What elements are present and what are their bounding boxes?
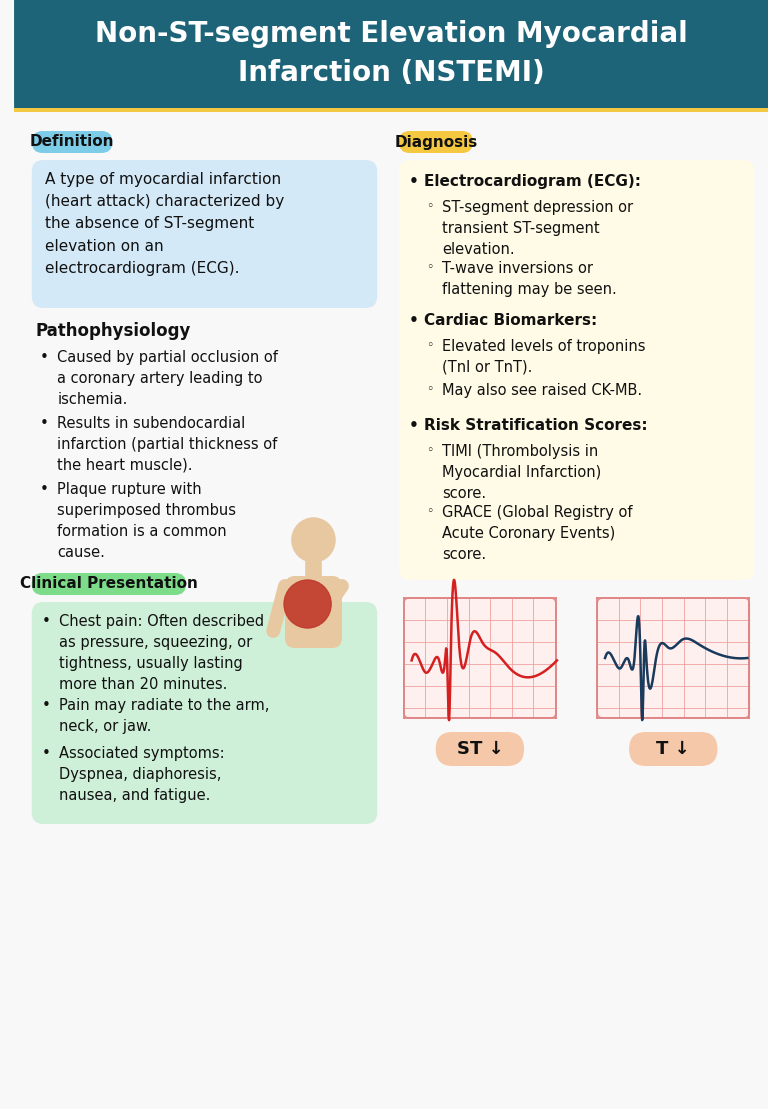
- FancyBboxPatch shape: [598, 598, 750, 718]
- Text: Clinical Presentation: Clinical Presentation: [20, 577, 198, 591]
- FancyBboxPatch shape: [31, 573, 186, 596]
- Text: T ↓: T ↓: [657, 740, 690, 757]
- Text: TIMI (Thrombolysis in
Myocardial Infarction)
score.: TIMI (Thrombolysis in Myocardial Infarct…: [442, 444, 601, 501]
- Text: ◦: ◦: [426, 383, 434, 396]
- Text: •: •: [40, 416, 48, 431]
- FancyBboxPatch shape: [14, 0, 768, 108]
- Text: Pain may radiate to the arm,
neck, or jaw.: Pain may radiate to the arm, neck, or ja…: [59, 698, 270, 734]
- Text: T-wave inversions or
flattening may be seen.: T-wave inversions or flattening may be s…: [442, 261, 617, 297]
- Text: •: •: [40, 350, 48, 365]
- Text: Results in subendocardial
infarction (partial thickness of
the heart muscle).: Results in subendocardial infarction (pa…: [58, 416, 277, 474]
- Text: •: •: [409, 174, 419, 189]
- Text: ◦: ◦: [426, 444, 434, 457]
- Circle shape: [284, 580, 331, 628]
- FancyBboxPatch shape: [399, 160, 754, 580]
- Text: ◦: ◦: [426, 339, 434, 352]
- Text: •: •: [41, 698, 51, 713]
- FancyBboxPatch shape: [31, 160, 377, 308]
- Text: ◦: ◦: [426, 505, 434, 518]
- Text: Risk Stratification Scores:: Risk Stratification Scores:: [425, 418, 648, 433]
- Text: ◦: ◦: [426, 261, 434, 274]
- FancyBboxPatch shape: [435, 732, 524, 766]
- Text: ◦: ◦: [426, 200, 434, 213]
- Circle shape: [292, 518, 335, 562]
- FancyBboxPatch shape: [404, 598, 556, 718]
- Text: GRACE (Global Registry of
Acute Coronary Events)
score.: GRACE (Global Registry of Acute Coronary…: [442, 505, 633, 562]
- Text: •: •: [41, 746, 51, 761]
- Text: •: •: [40, 482, 48, 497]
- Text: •: •: [409, 418, 419, 433]
- Text: ST-segment depression or
transient ST-segment
elevation.: ST-segment depression or transient ST-se…: [442, 200, 633, 257]
- Text: Chest pain: Often described
as pressure, squeezing, or
tightness, usually lastin: Chest pain: Often described as pressure,…: [59, 614, 264, 692]
- Text: A type of myocardial infarction
(heart attack) characterized by
the absence of S: A type of myocardial infarction (heart a…: [45, 172, 285, 276]
- Text: Caused by partial occlusion of
a coronary artery leading to
ischemia.: Caused by partial occlusion of a coronar…: [58, 350, 278, 407]
- Text: Electrocardiogram (ECG):: Electrocardiogram (ECG):: [425, 174, 641, 189]
- Text: Cardiac Biomarkers:: Cardiac Biomarkers:: [425, 313, 598, 328]
- FancyBboxPatch shape: [285, 576, 342, 648]
- Text: •: •: [41, 614, 51, 629]
- Text: Plaque rupture with
superimposed thrombus
formation is a common
cause.: Plaque rupture with superimposed thrombu…: [58, 482, 237, 560]
- Text: Pathophysiology: Pathophysiology: [35, 322, 191, 340]
- Bar: [14, 108, 768, 112]
- FancyBboxPatch shape: [31, 131, 112, 153]
- Text: Non-ST-segment Elevation Myocardial
Infarction (NSTEMI): Non-ST-segment Elevation Myocardial Infa…: [94, 20, 687, 88]
- Text: •: •: [409, 313, 419, 328]
- FancyBboxPatch shape: [31, 602, 377, 824]
- Text: ST ↓: ST ↓: [456, 740, 503, 757]
- FancyBboxPatch shape: [399, 131, 473, 153]
- Text: May also see raised CK-MB.: May also see raised CK-MB.: [442, 383, 642, 398]
- Text: Elevated levels of troponins
(TnI or TnT).: Elevated levels of troponins (TnI or TnT…: [442, 339, 646, 375]
- FancyBboxPatch shape: [629, 732, 717, 766]
- Text: Associated symptoms:
Dyspnea, diaphoresis,
nausea, and fatigue.: Associated symptoms: Dyspnea, diaphoresi…: [59, 746, 225, 803]
- Text: Diagnosis: Diagnosis: [394, 134, 478, 150]
- Text: Definition: Definition: [30, 134, 114, 150]
